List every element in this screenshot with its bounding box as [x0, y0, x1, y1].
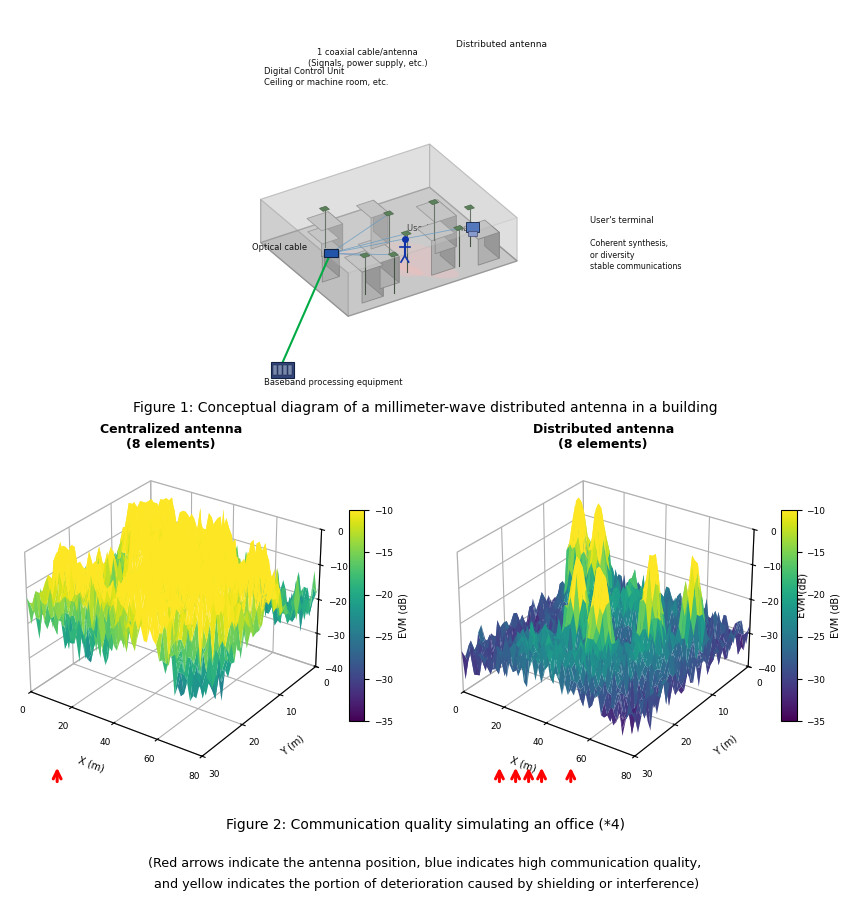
- Polygon shape: [356, 200, 388, 218]
- Text: User's terminal: User's terminal: [590, 216, 654, 225]
- Polygon shape: [366, 250, 383, 297]
- Polygon shape: [377, 238, 399, 282]
- Polygon shape: [358, 238, 399, 263]
- Bar: [324, 248, 338, 258]
- Polygon shape: [464, 205, 474, 210]
- Polygon shape: [325, 227, 339, 277]
- Polygon shape: [428, 199, 439, 205]
- Bar: [468, 231, 477, 236]
- Ellipse shape: [383, 255, 459, 278]
- Text: (Red arrows indicate the antenna position, blue indicates high communication qua: (Red arrows indicate the antenna positio…: [149, 857, 701, 891]
- Ellipse shape: [363, 258, 423, 277]
- Text: Figure 1: Conceptual diagram of a millimeter-wave distributed antenna in a build: Figure 1: Conceptual diagram of a millim…: [133, 401, 717, 415]
- Text: Baseband processing equipment: Baseband processing equipment: [264, 379, 402, 388]
- Y-axis label: EVM (dB): EVM (dB): [830, 593, 841, 638]
- Polygon shape: [479, 232, 499, 265]
- Polygon shape: [484, 220, 499, 258]
- Polygon shape: [417, 221, 455, 241]
- X-axis label: X (m): X (m): [76, 755, 105, 774]
- Polygon shape: [308, 227, 339, 244]
- Polygon shape: [344, 250, 383, 272]
- Polygon shape: [371, 212, 388, 249]
- Polygon shape: [388, 252, 399, 258]
- Title: Centralized antenna
(8 elements): Centralized antenna (8 elements): [99, 423, 241, 451]
- Bar: [274, 365, 277, 375]
- Bar: [271, 361, 294, 378]
- Bar: [283, 365, 287, 375]
- Polygon shape: [383, 211, 394, 216]
- Text: Figure 2: Communication quality simulating an office (*4): Figure 2: Communication quality simulati…: [225, 818, 625, 833]
- Polygon shape: [261, 144, 429, 243]
- Polygon shape: [322, 238, 339, 282]
- Polygon shape: [362, 265, 383, 303]
- Title: Distributed antenna
(8 elements): Distributed antenna (8 elements): [533, 423, 674, 451]
- Polygon shape: [328, 212, 343, 250]
- Polygon shape: [437, 199, 456, 247]
- Polygon shape: [360, 253, 370, 258]
- Polygon shape: [380, 257, 399, 288]
- Polygon shape: [435, 216, 456, 254]
- Text: Optical cable: Optical cable: [252, 243, 308, 252]
- Polygon shape: [373, 200, 388, 244]
- Polygon shape: [401, 230, 411, 236]
- Text: Coherent synthesis,
or diversity
stable communications: Coherent synthesis, or diversity stable …: [590, 239, 682, 270]
- Y-axis label: EVM (dB): EVM (dB): [399, 593, 408, 638]
- Text: Digital Control Unit
Ceiling or machine room, etc.: Digital Control Unit Ceiling or machine …: [264, 66, 388, 86]
- Polygon shape: [454, 226, 463, 230]
- Bar: [466, 222, 479, 232]
- Bar: [288, 365, 292, 375]
- Polygon shape: [321, 224, 343, 257]
- Y-axis label: Y (m): Y (m): [712, 733, 739, 757]
- Bar: [278, 365, 282, 375]
- Polygon shape: [261, 199, 348, 317]
- Text: User's terminal: User's terminal: [407, 224, 471, 233]
- X-axis label: X (m): X (m): [509, 755, 538, 774]
- Y-axis label: Y (m): Y (m): [280, 733, 306, 757]
- Polygon shape: [261, 187, 517, 317]
- Polygon shape: [307, 212, 343, 231]
- Polygon shape: [320, 207, 330, 211]
- Polygon shape: [440, 221, 455, 268]
- Polygon shape: [432, 233, 455, 276]
- Polygon shape: [261, 144, 517, 273]
- Ellipse shape: [341, 250, 395, 267]
- Ellipse shape: [388, 242, 447, 260]
- Polygon shape: [416, 199, 456, 223]
- Polygon shape: [429, 144, 517, 261]
- Text: 1 coaxial cable/antenna
(Signals, power supply, etc.): 1 coaxial cable/antenna (Signals, power …: [308, 47, 428, 67]
- Text: Distributed antenna: Distributed antenna: [456, 40, 547, 49]
- Polygon shape: [463, 220, 499, 239]
